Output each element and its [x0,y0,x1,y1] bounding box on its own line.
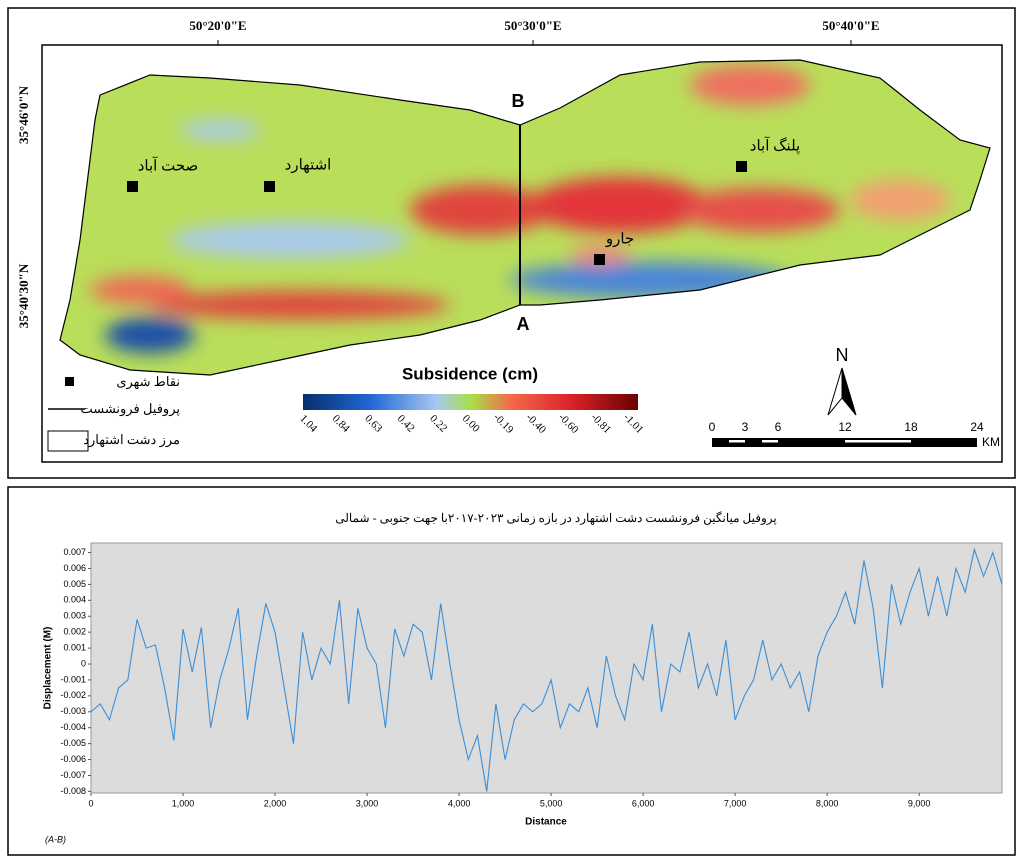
y-tick-label: -0.007 [60,770,86,780]
scale-tick-label: 12 [838,420,852,434]
y-tick-label: 0.002 [63,627,86,637]
y-tick-label: 0 [81,658,86,668]
scale-tick-label: 0 [709,420,716,434]
north-arrow [827,367,843,416]
lon-label: 50°30'0"E [504,18,561,33]
colorbar-tick-label: 0.63 [362,413,384,435]
y-tick-label: 0.004 [63,595,86,605]
city-label: پلنگ آباد [750,136,800,154]
y-tick-label: -0.001 [60,674,86,684]
x-tick-label: 6,000 [632,798,655,808]
profile-label: A [517,314,530,334]
chart-title: پروفیل میانگین فرونشست دشت اشتهارد در با… [335,511,776,525]
city-marker [127,181,138,192]
lat-label: 35°46'0"N [16,85,31,144]
map-inner-frame [41,44,1003,463]
y-tick-label: 0.006 [63,563,86,573]
x-tick-label: 4,000 [448,798,471,808]
y-tick-label: 0.007 [63,547,86,557]
legend-symbol [65,377,74,386]
data-line [90,547,1003,792]
colorbar-tick-label: 0.22 [427,413,449,435]
y-tick-label: -0.002 [60,690,86,700]
x-tick-label: 1,000 [172,798,195,808]
scale-tick-label: 6 [775,420,782,434]
x-tick-label: 3,000 [356,798,379,808]
scale-ticks: 0 3 6 12 18 24 [709,420,984,434]
map-frame [7,7,1016,479]
legend-label: نقاط شهری [116,374,180,390]
x-tick-label: 5,000 [540,798,563,808]
colorbar-tick-label: -0.60 [556,411,581,436]
colorbar-tick-label: 0.00 [460,413,482,435]
y-tick-label: 0.001 [63,642,86,652]
colorbar-tick-label: -0.81 [588,411,613,436]
scale-bar [712,438,977,447]
colorbar-ticks: 1.04 0.84 0.63 0.42 0.22 0.00 -0.19 -0.40 -0.60-… [297,411,645,436]
y-tick-label: -0.005 [60,738,86,748]
y-tick-label: -0.003 [60,706,86,716]
legend-symbol [47,430,89,452]
y-tick-label: -0.008 [60,786,86,796]
y-tick-label: -0.006 [60,754,86,764]
colorbar-tick-label: 0.42 [395,413,417,435]
lon-label: 50°40'0"E [822,18,879,33]
colorbar-title: Subsidence (cm) [402,364,538,383]
lat-label: 35°40'30"N [16,263,31,328]
y-tick-label: -0.004 [60,722,86,732]
x-tick-label: 0 [88,798,93,808]
y-tick-label: 0.003 [63,611,86,621]
city-marker [594,254,605,265]
scale-tick-label: 24 [970,420,984,434]
legend-label: پروفیل فرونشست [80,401,180,417]
city-marker [736,161,747,172]
chart-note: (A-B) [45,834,66,844]
scale-unit: KM [982,435,1000,449]
x-tick-label: 8,000 [816,798,839,808]
scale-tick-label: 18 [904,420,918,434]
city-label: جارو [605,231,634,247]
chart-frame [7,486,1016,856]
x-axis-label: Distance [525,817,567,828]
city-label: صحت آباد [138,156,199,174]
x-tick-label: 2,000 [264,798,287,808]
profile-label: B [512,91,525,111]
colorbar [303,394,638,410]
city-label: اشتهارد [285,157,332,173]
colorbar-tick-label: 1.04 [297,413,319,435]
scale-tick-label: 3 [742,420,749,434]
y-axis-label: Displacement (M) [43,627,54,710]
legend-label: مرز دشت اشتهارد [83,432,180,448]
plot-area [90,542,1003,794]
north-label: N [836,345,849,365]
graticule-labels: 50°20'0"E 50°30'0"E 50°40'0"E 35°46'0"N … [16,18,880,328]
city-marker [264,181,275,192]
chart: -0.008 -0.007 -0.006 -0.005 -0.004 -0.003 -0.0… [60,547,1003,808]
colorbar-tick-label: 0.84 [330,413,352,435]
colorbar-tick-label: -1.01 [621,411,646,436]
colorbar-tick-label: -0.40 [523,411,548,436]
y-tick-label: 0.005 [63,579,86,589]
north-arrow [841,367,857,416]
x-tick-label: 9,000 [908,798,931,808]
lon-label: 50°20'0"E [189,18,246,33]
colorbar-tick-label: -0.19 [491,411,516,436]
subsidence-raster [60,60,990,375]
x-tick-label: 7,000 [724,798,747,808]
